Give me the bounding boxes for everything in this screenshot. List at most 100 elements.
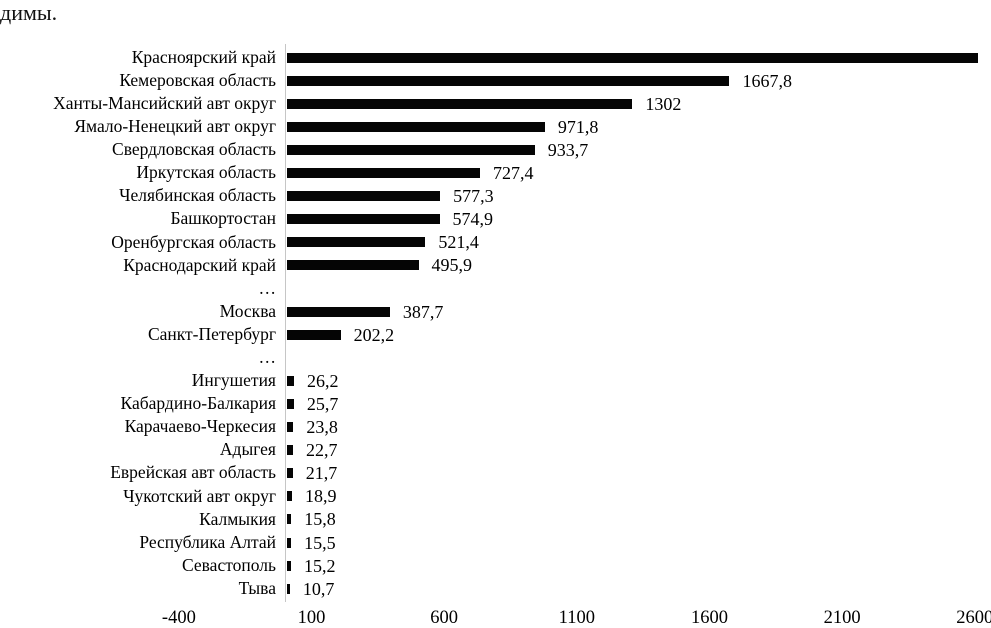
category-label: Ингушетия [191, 370, 276, 391]
bar [287, 191, 441, 202]
value-label: 1667,8 [742, 70, 792, 91]
row-plot [285, 46, 991, 69]
category-label: Краснодарский край [123, 254, 276, 275]
category-label: Челябинская область [119, 185, 276, 206]
bar [287, 306, 390, 317]
row-plot: 387,7 [285, 300, 991, 323]
chart-row: Севастополь 15,2 [0, 554, 991, 577]
value-label: 727,4 [492, 163, 534, 184]
bar [287, 237, 426, 248]
row-plot: 21,7 [285, 462, 991, 485]
bar [287, 468, 293, 479]
chart-row: Краснодарский край 495,9 [0, 254, 991, 277]
chart-row: Кемеровская область 1667,8 [0, 69, 991, 92]
value-label: 521,4 [438, 232, 479, 253]
document-text-fragment: димы. [0, 0, 58, 25]
chart-row: Кабардино-Балкария 25,7 [0, 392, 991, 415]
bar [287, 75, 730, 86]
chart-row: Еврейская авт область 21,7 [0, 462, 991, 485]
category-label: Москва [219, 300, 276, 321]
value-label: 577,3 [453, 186, 494, 207]
row-plot: 18,9 [285, 485, 991, 508]
category-label: Кабардино-Балкария [120, 393, 276, 414]
chart-row: Тыва 10,7 [0, 577, 991, 600]
value-label: 26,2 [306, 370, 339, 391]
bar [287, 398, 294, 409]
chart-row: Санкт-Петербург 202,2 [0, 323, 991, 346]
row-plot: 1302 [285, 92, 991, 115]
category-label: Калмыкия [199, 508, 276, 529]
row-plot: 521,4 [285, 231, 991, 254]
row-plot [285, 277, 991, 300]
row-plot: 10,7 [285, 577, 991, 600]
axis-tick-label: 2600 [956, 608, 991, 628]
chart-row: Челябинская область 577,3 [0, 185, 991, 208]
value-label: 18,9 [305, 486, 337, 507]
row-plot: 971,8 [285, 115, 991, 138]
category-label: Еврейская авт область [110, 462, 276, 483]
chart-row: Карачаево-Черкесия 23,8 [0, 416, 991, 439]
value-label: 1302 [645, 93, 682, 114]
bar [287, 214, 440, 225]
axis-tick-label: 600 [430, 608, 459, 628]
chart-row: Красноярский край [0, 46, 991, 69]
bar [287, 329, 341, 340]
row-plot: 727,4 [285, 161, 991, 184]
chart-row: Иркутская область 727,4 [0, 161, 991, 184]
bar [287, 121, 545, 132]
bar [287, 52, 979, 63]
chart-row: Республика Алтай 15,5 [0, 531, 991, 554]
bar [287, 98, 633, 109]
chart-row: Калмыкия 15,8 [0, 508, 991, 531]
category-label: Ханты-Мансийский авт округ [53, 92, 276, 113]
category-label: Кемеровская область [119, 69, 276, 90]
axis-tick-label: 100 [297, 608, 326, 628]
row-plot: 15,8 [285, 508, 991, 531]
value-label: 10,7 [302, 578, 335, 599]
value-label: 387,7 [402, 301, 444, 322]
value-label: 202,2 [353, 324, 395, 345]
bar [287, 422, 294, 433]
category-label: Иркутская область [136, 162, 276, 183]
chart-row: Ханты-Мансийский авт округ 1302 [0, 92, 991, 115]
bar [287, 168, 480, 179]
category-label: … [258, 277, 277, 298]
category-label: Красноярский край [131, 46, 276, 67]
chart-row: Чукотский авт округ 18,9 [0, 485, 991, 508]
chart-row: Ингушетия 26,2 [0, 369, 991, 392]
bar [287, 560, 292, 571]
value-label: 15,8 [304, 509, 336, 530]
chart-row-ellipsis: … [0, 346, 991, 369]
value-label: 495,9 [431, 255, 473, 276]
value-label: 22,7 [306, 440, 338, 461]
category-label: … [258, 347, 277, 368]
axis-tick-label: 1100 [558, 608, 595, 628]
value-label: 15,2 [304, 555, 336, 576]
chart-row: Москва 387,7 [0, 300, 991, 323]
value-label: 21,7 [305, 463, 338, 484]
axis-tick-label: 1600 [690, 608, 728, 628]
bar [287, 445, 294, 456]
category-label: Оренбургская область [111, 231, 276, 252]
chart-row: Ямало-Ненецкий авт округ 971,8 [0, 115, 991, 138]
bar [287, 514, 292, 525]
axis-tick-label: -400 [161, 608, 196, 628]
category-label: Чукотский авт округ [123, 485, 276, 506]
row-plot: 26,2 [285, 369, 991, 392]
bar [287, 537, 292, 548]
x-axis: -400 100 600 1100 1600 2100 2600 [0, 607, 991, 628]
axis-baseline [285, 44, 286, 603]
category-label: Санкт-Петербург [147, 323, 276, 344]
bar [287, 144, 535, 155]
row-plot: 577,3 [285, 185, 991, 208]
axis-tick-label: 2100 [823, 608, 861, 628]
row-plot: 202,2 [285, 323, 991, 346]
row-plot: 15,5 [285, 531, 991, 554]
category-label: Севастополь [182, 554, 276, 575]
value-label: 15,5 [304, 532, 336, 553]
chart-row: Оренбургская область 521,4 [0, 231, 991, 254]
bar-chart: Красноярский край Кемеровская область 1667… [0, 44, 991, 628]
row-plot: 15,2 [285, 554, 991, 577]
bar [287, 375, 294, 386]
